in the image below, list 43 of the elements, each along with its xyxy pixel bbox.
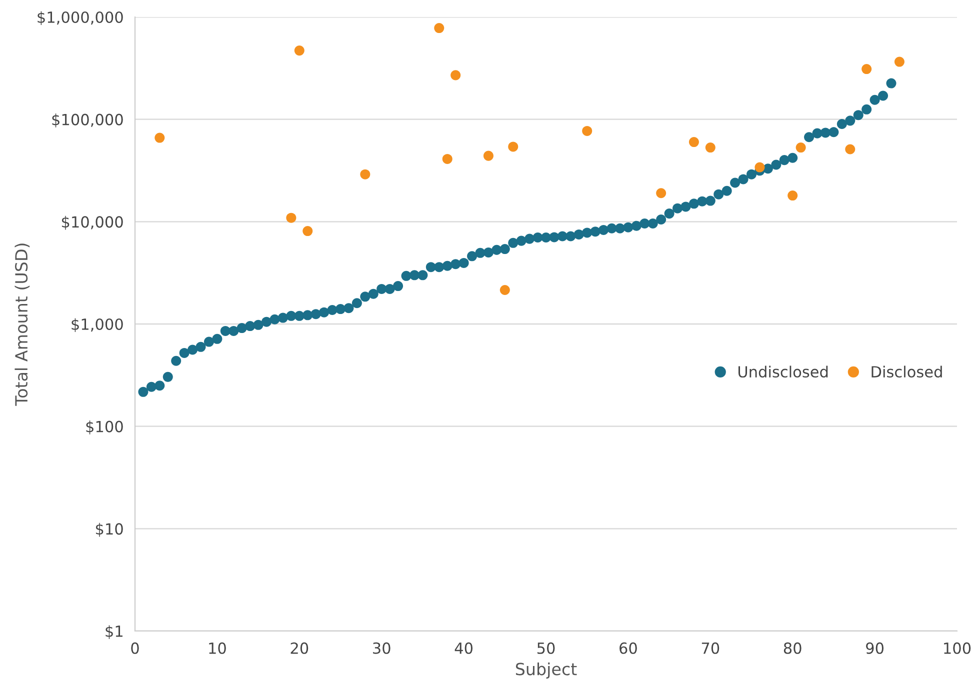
x-tick-label: 30 xyxy=(373,642,390,654)
legend-label: Undisclosed xyxy=(738,366,828,378)
legend-label: Disclosed xyxy=(872,366,942,378)
point xyxy=(788,190,798,201)
y-tick-label: $1,000 xyxy=(72,318,123,332)
point xyxy=(845,144,856,154)
point xyxy=(286,212,296,223)
point xyxy=(754,162,765,172)
point xyxy=(894,56,904,67)
point xyxy=(154,132,165,143)
x-axis-title: Subject xyxy=(516,662,577,679)
x-tick-label: 40 xyxy=(454,642,473,654)
y-tick-label: $1,000,000 xyxy=(38,11,123,26)
point xyxy=(705,142,716,153)
point xyxy=(360,169,370,180)
x-tick-label: 90 xyxy=(866,642,884,654)
y-tick-label: $100 xyxy=(86,420,123,434)
y-tick-label: $100,000 xyxy=(52,114,123,128)
x-tick-label: 0 xyxy=(131,642,139,654)
y-axis-title: Total Amount (USD) xyxy=(14,244,30,406)
point xyxy=(500,284,510,295)
x-tick-label: 70 xyxy=(702,642,720,654)
point xyxy=(796,142,806,153)
y-tick-label: $10,000 xyxy=(62,216,123,230)
point xyxy=(434,23,444,34)
x-tick-label: 100 xyxy=(944,642,971,654)
x-tick-label: 80 xyxy=(784,642,802,654)
point xyxy=(483,150,494,161)
point xyxy=(688,137,699,148)
x-tick-label: 50 xyxy=(537,642,555,654)
point xyxy=(442,154,452,164)
x-tick-label: 10 xyxy=(209,642,226,654)
y-tick-label: $10 xyxy=(96,522,123,537)
point xyxy=(656,188,666,198)
point xyxy=(862,64,872,74)
x-tick-label: 60 xyxy=(620,642,637,654)
point xyxy=(508,142,518,152)
point xyxy=(302,226,313,236)
y-tick-label: $1 xyxy=(106,625,122,640)
x-tick-label: 20 xyxy=(290,642,308,654)
point xyxy=(294,46,304,56)
point xyxy=(582,126,592,136)
point xyxy=(450,70,461,80)
